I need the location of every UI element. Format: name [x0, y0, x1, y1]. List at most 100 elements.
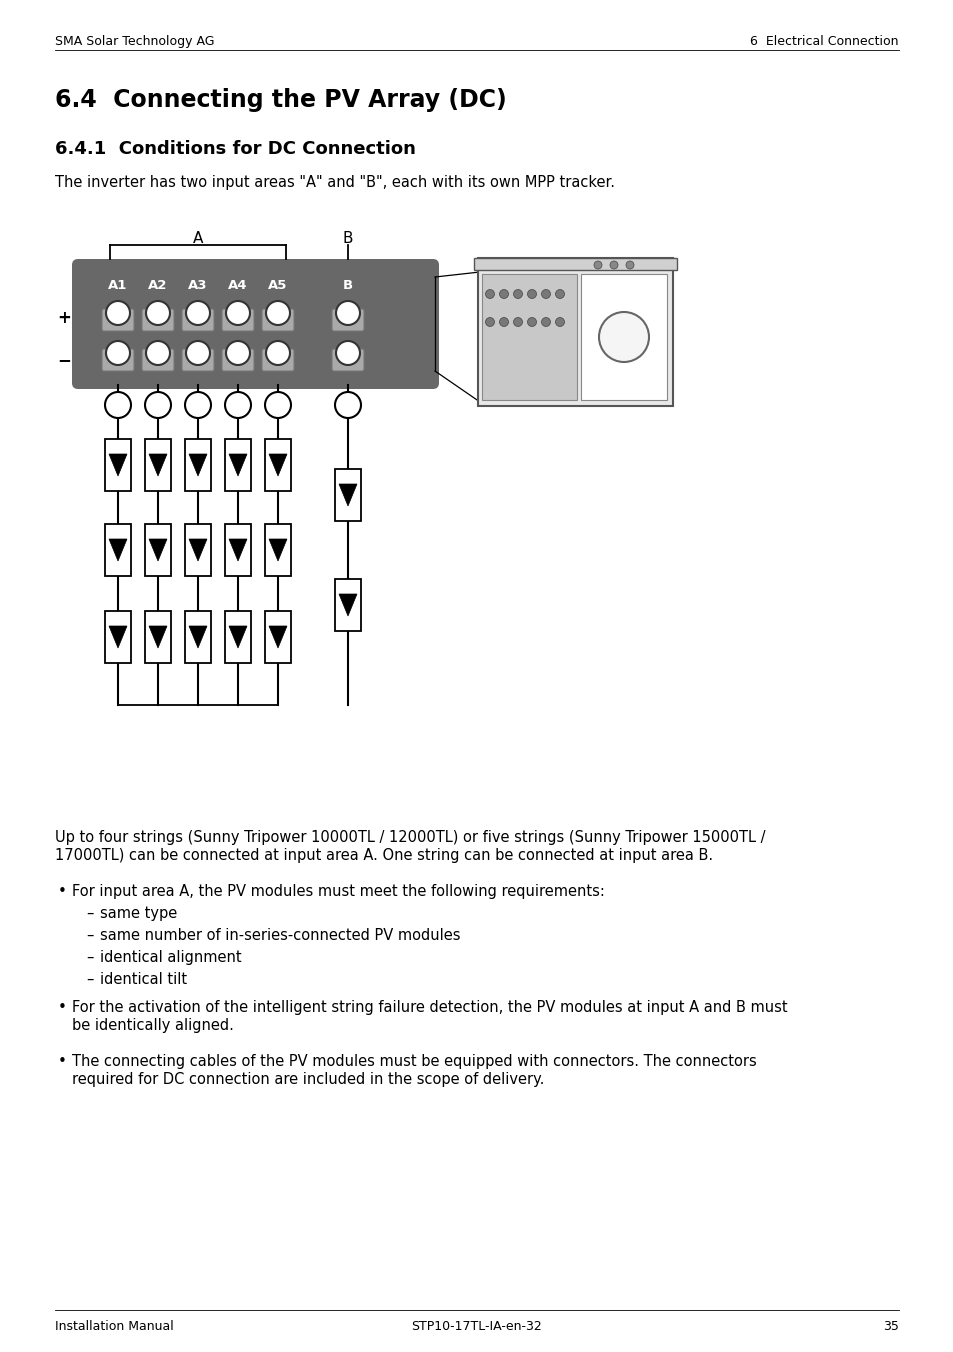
Circle shape [594, 261, 601, 269]
Circle shape [186, 301, 210, 324]
Polygon shape [149, 454, 167, 476]
Bar [335, 469, 360, 521]
Bar [225, 525, 251, 576]
Bar [265, 439, 291, 491]
Circle shape [266, 301, 290, 324]
Text: +: + [57, 310, 71, 327]
Polygon shape [229, 539, 247, 561]
FancyBboxPatch shape [142, 310, 173, 331]
FancyBboxPatch shape [332, 310, 364, 331]
Circle shape [513, 318, 522, 326]
Circle shape [499, 289, 508, 299]
Polygon shape [189, 539, 207, 561]
Circle shape [499, 318, 508, 326]
Polygon shape [269, 454, 287, 476]
Circle shape [225, 392, 251, 418]
FancyBboxPatch shape [71, 260, 438, 389]
Text: −: − [112, 399, 124, 414]
Circle shape [527, 318, 536, 326]
Text: +: + [193, 310, 202, 319]
Text: −: − [341, 399, 354, 414]
Text: −: − [152, 399, 164, 414]
Text: The connecting cables of the PV modules must be equipped with connectors. The co: The connecting cables of the PV modules … [71, 1055, 756, 1069]
Polygon shape [109, 454, 127, 476]
Text: +: + [113, 310, 123, 319]
Circle shape [335, 301, 359, 324]
Circle shape [555, 289, 564, 299]
Circle shape [513, 289, 522, 299]
Text: +: + [343, 310, 353, 319]
Text: A: A [193, 231, 203, 246]
Text: •: • [57, 1000, 67, 1015]
Polygon shape [269, 626, 287, 648]
Circle shape [105, 392, 131, 418]
Circle shape [485, 289, 494, 299]
Bar [225, 439, 251, 491]
FancyBboxPatch shape [102, 349, 133, 370]
FancyBboxPatch shape [332, 349, 364, 370]
Text: A1 A2 A3: A1 A2 A3 [513, 280, 545, 287]
Text: 35: 35 [882, 1320, 898, 1333]
FancyBboxPatch shape [262, 349, 294, 370]
Polygon shape [149, 539, 167, 561]
Text: Installation Manual: Installation Manual [55, 1320, 173, 1333]
FancyBboxPatch shape [142, 349, 173, 370]
Text: +: + [274, 310, 282, 319]
Text: B: B [342, 231, 353, 246]
Circle shape [185, 392, 211, 418]
Circle shape [265, 392, 291, 418]
Text: be identically aligned.: be identically aligned. [71, 1018, 233, 1033]
Text: The inverter has two input areas "A" and "B", each with its own MPP tracker.: The inverter has two input areas "A" and… [55, 174, 615, 191]
Text: same number of in-series-connected PV modules: same number of in-series-connected PV mo… [100, 927, 460, 942]
Text: A1: A1 [109, 279, 128, 292]
Bar [265, 611, 291, 662]
Text: A3: A3 [188, 279, 208, 292]
Text: 6.4  Connecting the PV Array (DC): 6.4 Connecting the PV Array (DC) [55, 88, 506, 112]
Circle shape [335, 341, 359, 365]
Bar [185, 611, 211, 662]
Text: B: B [342, 279, 353, 292]
Text: −: − [192, 399, 204, 414]
Bar [474, 258, 677, 270]
Circle shape [527, 289, 536, 299]
Circle shape [598, 312, 648, 362]
Text: –: – [86, 950, 93, 965]
Bar [185, 439, 211, 491]
Polygon shape [229, 454, 247, 476]
Text: A2: A2 [148, 279, 168, 292]
Circle shape [146, 301, 170, 324]
Polygon shape [189, 626, 207, 648]
Bar [481, 274, 577, 400]
FancyBboxPatch shape [222, 349, 253, 370]
Bar [580, 274, 666, 400]
Circle shape [541, 318, 550, 326]
Text: •: • [57, 884, 67, 899]
Circle shape [266, 341, 290, 365]
Circle shape [106, 301, 130, 324]
Bar [225, 611, 251, 662]
FancyBboxPatch shape [262, 310, 294, 331]
Text: +: + [233, 310, 242, 319]
FancyBboxPatch shape [222, 310, 253, 331]
Polygon shape [189, 454, 207, 476]
Text: +: + [153, 310, 162, 319]
Circle shape [335, 392, 360, 418]
Bar [105, 525, 131, 576]
Bar [335, 579, 360, 631]
Text: –: – [86, 972, 93, 987]
Polygon shape [338, 484, 356, 506]
Polygon shape [338, 594, 356, 617]
Circle shape [541, 289, 550, 299]
Circle shape [485, 318, 494, 326]
Circle shape [106, 341, 130, 365]
Text: A4: A4 [228, 279, 248, 292]
Circle shape [555, 318, 564, 326]
Bar [265, 525, 291, 576]
Polygon shape [109, 626, 127, 648]
Circle shape [145, 392, 171, 418]
FancyBboxPatch shape [182, 349, 213, 370]
Text: Up to four strings (Sunny Tripower 10000TL / 12000TL) or five strings (Sunny Tri: Up to four strings (Sunny Tripower 10000… [55, 830, 764, 845]
FancyBboxPatch shape [182, 310, 213, 331]
Text: A5: A5 [268, 279, 288, 292]
Polygon shape [269, 539, 287, 561]
